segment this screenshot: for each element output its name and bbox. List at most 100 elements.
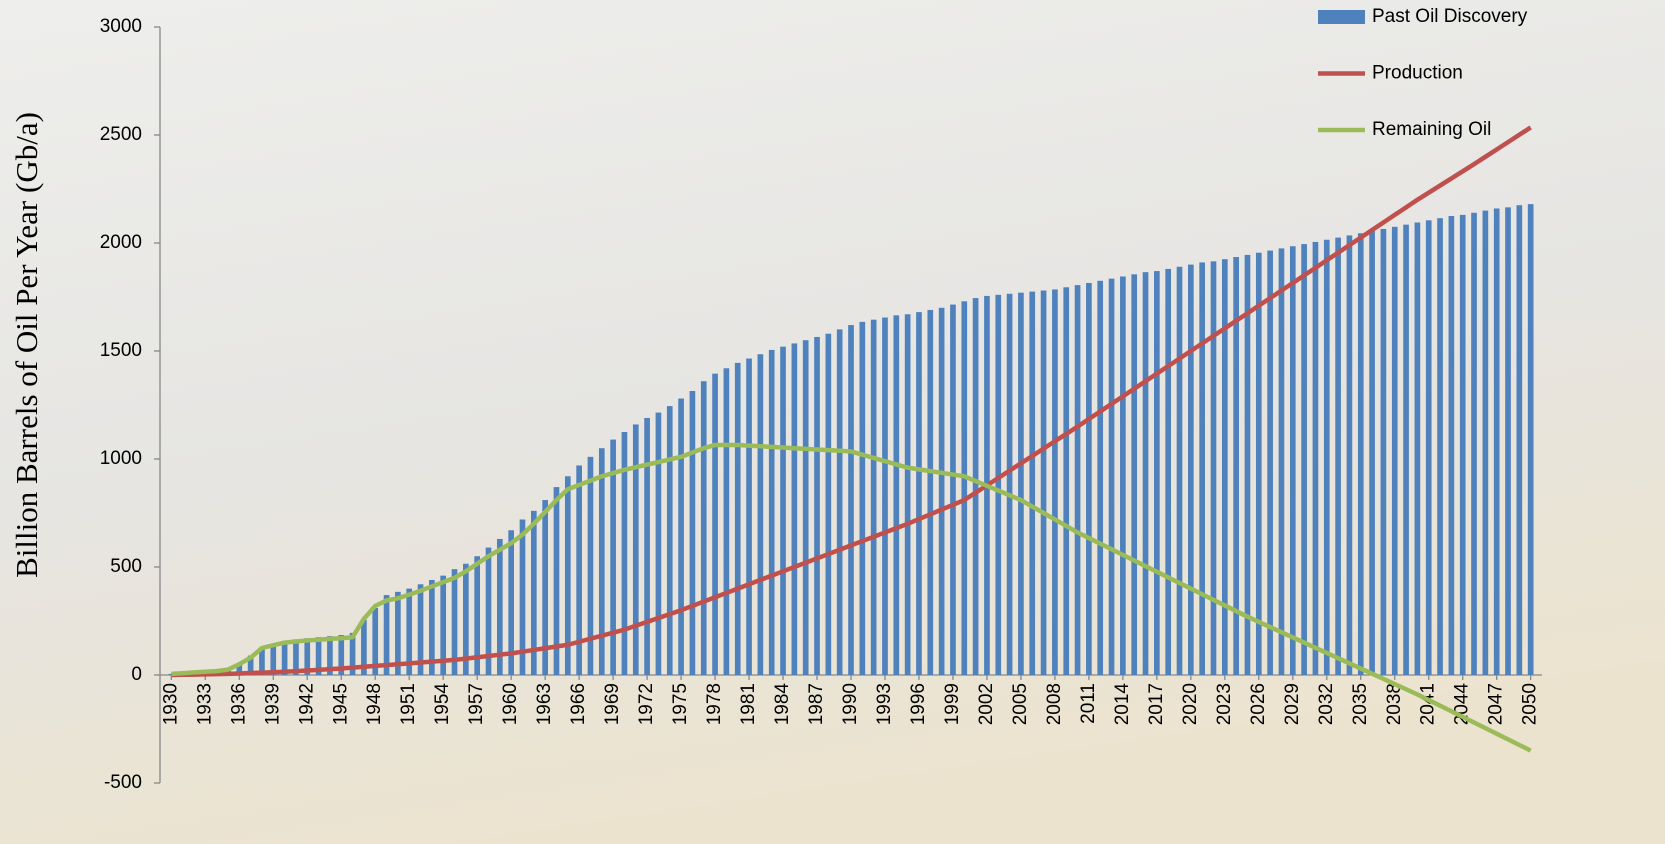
x-tick-label: 1984 [772, 683, 793, 726]
bar [904, 314, 911, 675]
bar [678, 398, 684, 675]
bar [1244, 254, 1251, 675]
x-tick-label: 2008 [1044, 683, 1065, 725]
bar [1278, 248, 1285, 675]
bar [1403, 224, 1409, 675]
bar [870, 319, 877, 675]
x-tick-label: 1933 [194, 683, 215, 725]
bar [1018, 292, 1024, 675]
bar [1505, 207, 1511, 676]
y-tick-label: 1500 [100, 340, 142, 361]
x-tick-label: 2050 [1520, 683, 1541, 725]
bar [598, 448, 605, 675]
bar [1527, 204, 1534, 675]
bar [1437, 218, 1443, 675]
x-tick-label: 1999 [942, 683, 963, 725]
bar [927, 309, 934, 675]
bar [1142, 272, 1149, 675]
x-tick-label: 1972 [636, 683, 657, 725]
bar [1006, 293, 1013, 675]
legend-label: Production [1372, 63, 1463, 84]
x-tick-label: 1936 [228, 683, 249, 725]
bar [530, 510, 537, 675]
bar [1301, 244, 1307, 675]
bar [1029, 291, 1036, 675]
bar [1165, 268, 1172, 675]
bar [700, 381, 707, 675]
bar [406, 588, 413, 675]
bar [848, 325, 854, 675]
x-tick-label: 2032 [1316, 683, 1337, 725]
bar [1131, 274, 1138, 675]
x-tick-label: 2026 [1248, 683, 1269, 725]
bar [1493, 208, 1500, 675]
x-tick-label: 1996 [908, 683, 929, 725]
bar [1482, 210, 1489, 675]
y-axis-title: Billion Barrels of Oil Per Year (Gb/a) [9, 112, 44, 578]
legend-label: Remaining Oil [1372, 119, 1491, 140]
bar [757, 354, 764, 675]
x-tick-label: 1951 [398, 683, 419, 725]
bar [961, 301, 968, 675]
bar [1097, 280, 1104, 675]
x-tick-label: 1957 [466, 683, 487, 725]
bar [451, 569, 458, 675]
bar [293, 639, 299, 675]
bar [995, 294, 1002, 675]
x-tick-label: 1966 [568, 683, 589, 725]
bar [1210, 261, 1217, 675]
y-tick-label: 500 [110, 556, 142, 577]
bar [519, 519, 526, 675]
x-tick-label: 1960 [500, 683, 521, 725]
bar [814, 336, 820, 675]
x-tick-label: 2041 [1418, 683, 1439, 725]
bar [1176, 266, 1183, 675]
bar [1312, 241, 1319, 676]
x-tick-label: 1954 [432, 683, 453, 726]
y-tick-label: 0 [131, 664, 142, 685]
bar [610, 439, 616, 675]
bar [259, 648, 265, 675]
bar [553, 487, 560, 675]
x-tick-label: 1942 [296, 683, 317, 725]
bar [916, 312, 922, 675]
bar [802, 340, 809, 675]
x-tick-label: 1975 [670, 683, 691, 725]
bar [236, 664, 243, 675]
y-tick-label: -500 [104, 772, 142, 793]
bar [247, 655, 254, 675]
bar [1414, 222, 1421, 676]
bar [882, 317, 888, 675]
x-tick-label: 2020 [1180, 683, 1201, 725]
bar [644, 417, 650, 675]
x-tick-label: 2035 [1350, 683, 1371, 725]
y-tick-label: 1000 [100, 448, 142, 469]
bar [564, 476, 571, 675]
bar [1267, 250, 1273, 675]
x-tick-label: 1981 [738, 683, 759, 725]
bar [1154, 271, 1160, 675]
bar [666, 406, 673, 675]
x-tick-label: 1987 [806, 683, 827, 725]
bar [780, 346, 786, 675]
bar [1516, 205, 1523, 675]
bar [1471, 212, 1477, 675]
bar [1380, 228, 1387, 675]
bar [1086, 282, 1092, 675]
y-tick-label: 2000 [100, 232, 142, 253]
x-tick-label: 1945 [330, 683, 351, 725]
bar [1346, 235, 1353, 675]
bar [655, 412, 662, 675]
x-tick-label: 1930 [160, 683, 181, 725]
bar [1357, 233, 1364, 675]
bar [338, 635, 345, 675]
bar [372, 608, 379, 675]
x-tick-label: 1990 [840, 683, 861, 725]
x-tick-label: 2005 [1010, 683, 1031, 725]
bar [836, 329, 843, 675]
bar [621, 432, 628, 675]
bar [1255, 252, 1262, 675]
